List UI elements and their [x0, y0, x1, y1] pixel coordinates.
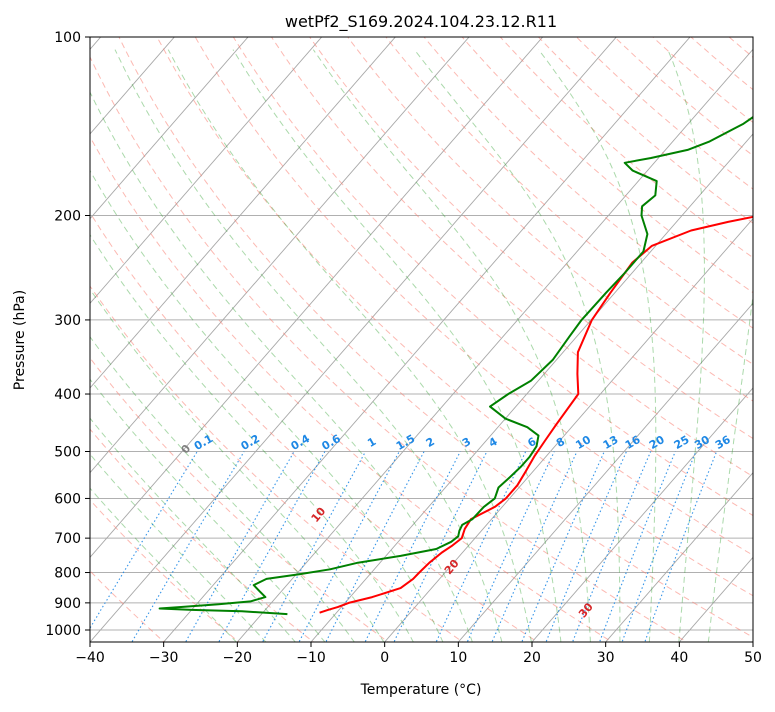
y-tick-label: 100 — [54, 30, 81, 46]
mixing-ratio-line — [621, 451, 697, 642]
x-tick-label: 0 — [380, 650, 389, 666]
moist-adiabat-line — [90, 453, 267, 642]
moist-adiabat-line — [413, 49, 621, 642]
moist-adiabat-line — [90, 169, 444, 642]
moist-adiabat-line — [667, 49, 705, 642]
y-tick-label: 600 — [54, 491, 81, 507]
dewpoint-trace — [158, 115, 753, 616]
x-tick-label: −30 — [149, 650, 179, 666]
dry-adiabat-line — [90, 211, 539, 642]
isotherm-line — [163, 37, 691, 642]
mixing-ratio-line — [298, 451, 400, 642]
dry-adiabat-line — [194, 37, 753, 556]
plot-frame — [89, 36, 754, 643]
dry-adiabat-line — [90, 55, 688, 642]
mixing-ratio-line — [571, 451, 652, 642]
moist-adiabat-line — [232, 49, 562, 642]
isotherm-line — [90, 37, 175, 135]
moist-adiabat-line — [90, 233, 414, 642]
moist-adiabat-line — [312, 49, 591, 642]
dry-adiabat-line — [347, 37, 753, 402]
dry-adiabat-line — [385, 37, 753, 365]
dry-adiabat-line — [270, 37, 753, 478]
y-tick-label: 1000 — [45, 623, 81, 639]
moist-adiabat-line — [707, 291, 753, 642]
background-guide-lines — [90, 37, 753, 642]
y-tick-label: 300 — [54, 313, 81, 329]
dry-adiabat-line — [652, 37, 753, 124]
isotherm-line — [90, 37, 396, 389]
mixing-ratio-line — [435, 451, 527, 642]
chart-title: wetPf2_S169.2024.104.23.12.R11 — [285, 12, 557, 32]
dry-adiabat-line — [423, 37, 753, 329]
mixing-ratio-line — [466, 451, 555, 642]
x-tick-label: −40 — [75, 650, 105, 666]
x-tick-label: 30 — [597, 650, 615, 666]
x-tick-label: 10 — [449, 650, 467, 666]
moist-adiabat-line — [90, 91, 473, 642]
y-tick-label: 700 — [54, 531, 81, 547]
moist-adiabat-line — [167, 49, 532, 642]
y-tick-label: 800 — [54, 566, 81, 582]
moist-adiabat-line — [114, 49, 503, 642]
x-tick-label: −10 — [296, 650, 326, 666]
dry-adiabat-line — [118, 37, 753, 638]
moist-adiabat-line — [90, 378, 326, 642]
mixing-ratio-line — [364, 451, 461, 642]
isotherm-line — [605, 471, 753, 642]
dry-adiabat-line — [90, 428, 315, 642]
moist-adiabat-line — [90, 336, 355, 642]
isotherm-line — [90, 37, 323, 304]
sounding-traces — [158, 115, 753, 616]
dry-adiabat-line — [613, 37, 753, 157]
temperature-trace — [319, 215, 753, 614]
dry-adiabat-line — [499, 37, 753, 259]
dry-adiabat-line — [90, 285, 464, 642]
isotherm-line — [90, 37, 544, 559]
moist-adiabat-line — [90, 417, 296, 642]
mixing-ratio-line — [545, 451, 628, 642]
dry-adiabat-line — [461, 37, 753, 294]
x-tick-label: −20 — [223, 650, 253, 666]
y-tick-label: 400 — [54, 387, 81, 403]
dry-adiabat-line — [537, 37, 753, 224]
isotherm-line — [90, 37, 249, 220]
dry-adiabat-line — [309, 37, 753, 440]
mixing-ratio-line — [644, 451, 718, 642]
x-tick-label: 50 — [744, 650, 762, 666]
isotherm-line — [90, 37, 470, 474]
x-tick-label: 20 — [523, 650, 541, 666]
y-axis-label: Pressure (hPa) — [12, 290, 28, 390]
dry-adiabat-line — [156, 37, 753, 597]
isotherm-line — [531, 387, 753, 642]
dry-adiabat-line — [575, 37, 753, 190]
x-tick-label: 40 — [670, 650, 688, 666]
axes: −40 −30 −20 −10 0 10 20 30 40 50 100 200 300 400 500 60… — [45, 30, 762, 666]
isotherm-line — [384, 217, 753, 642]
mixing-ratio-line — [599, 451, 676, 642]
y-tick-label: 500 — [54, 444, 81, 460]
mixing-ratio-line — [325, 451, 425, 642]
mixing-ratio-line — [90, 451, 198, 630]
isotherm-line — [457, 302, 753, 642]
y-tick-label: 900 — [54, 596, 81, 612]
mixing-ratio-line — [131, 451, 245, 642]
x-axis-label: Temperature (°C) — [360, 682, 482, 698]
isotherm-line — [310, 133, 753, 642]
y-tick-label: 200 — [54, 209, 81, 225]
moist-adiabat-line — [538, 49, 657, 642]
isotherm-line — [90, 37, 617, 642]
